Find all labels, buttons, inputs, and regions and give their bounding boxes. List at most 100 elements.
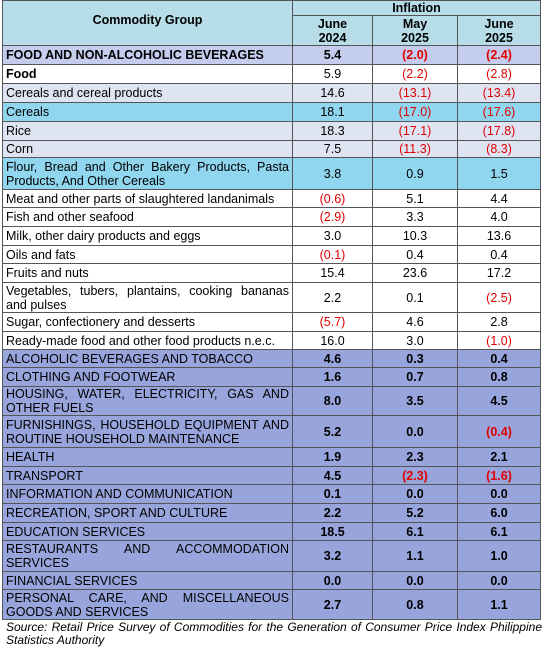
value-cell: (17.0) <box>372 102 458 122</box>
value-cell: 18.1 <box>292 102 373 122</box>
value-cell: 2.2 <box>292 503 373 523</box>
label-cell: RECREATION, SPORT AND CULTURE <box>2 503 293 523</box>
value-cell: 0.8 <box>456 367 542 387</box>
value-cell: 5.1 <box>372 189 458 208</box>
value-cell: 0.0 <box>372 484 458 504</box>
header-cell: June 2024 <box>292 15 373 46</box>
value-cell: 0.0 <box>372 571 458 590</box>
label-cell: PERSONAL CARE, AND MISCELLANEOUS GOODS A… <box>2 589 293 620</box>
value-cell: 17.2 <box>456 263 542 283</box>
value-cell: 3.3 <box>372 207 458 227</box>
value-cell: 0.1 <box>292 484 373 504</box>
value-cell: (13.4) <box>456 83 542 103</box>
value-cell: 5.2 <box>292 415 373 448</box>
table-row: Fish and other seafood (2.9) 3.3 4.0 <box>2 207 542 227</box>
header-text: June 2024 <box>317 16 348 45</box>
table-row: HEALTH 1.9 2.3 2.1 <box>2 447 542 467</box>
label-cell: Food <box>2 64 293 84</box>
label-cell: Corn <box>2 140 293 158</box>
header-cell: June 2025 <box>456 15 542 46</box>
label-cell: Meat and other parts of slaughtered land… <box>2 189 293 208</box>
value-cell: 2.3 <box>372 447 458 467</box>
table-row: Vegetables, tubers, plantains, cooking b… <box>2 282 542 313</box>
table-row: FURNISHINGS, HOUSEHOLD EQUIPMENT AND ROU… <box>2 415 542 448</box>
value-cell: (17.8) <box>456 121 542 141</box>
header-text: May 2025 <box>401 16 429 45</box>
label-cell: RESTAURANTS AND ACCOMMODATION SERVICES <box>2 540 293 572</box>
table-row: ALCOHOLIC BEVERAGES AND TOBACCO 4.6 0.3 0.4 <box>2 349 542 368</box>
value-cell: 0.4 <box>456 245 542 264</box>
table-row: Ready-made food and other food products … <box>2 331 542 350</box>
label-cell: Cereals <box>2 102 293 122</box>
value-cell: 8.0 <box>292 386 373 416</box>
label-cell: FOOD AND NON-ALCOHOLIC BEVERAGES <box>2 45 293 65</box>
value-cell: 5.2 <box>372 503 458 523</box>
value-cell: 5.4 <box>292 45 373 65</box>
value-cell: 13.6 <box>456 226 542 246</box>
value-cell: 0.3 <box>372 349 458 368</box>
value-cell: (0.1) <box>292 245 373 264</box>
label-cell: Oils and fats <box>2 245 293 264</box>
table-row: Cereals and cereal products 14.6 (13.1) (13… <box>2 83 542 103</box>
value-cell: 0.4 <box>456 349 542 368</box>
value-cell: (2.0) <box>372 45 458 65</box>
value-cell: 1.0 <box>456 540 542 572</box>
table-row: CLOTHING AND FOOTWEAR 1.6 0.7 0.8 <box>2 367 542 387</box>
value-cell: 6.0 <box>456 503 542 523</box>
value-cell: 14.6 <box>292 83 373 103</box>
label-cell: Vegetables, tubers, plantains, cooking b… <box>2 282 293 313</box>
table-row: Corn 7.5 (11.3) (8.3) <box>2 140 542 158</box>
header-cell: Inflation <box>291 0 542 16</box>
label-cell: Sugar, confectionery and desserts <box>2 312 293 332</box>
label-cell: EDUCATION SERVICES <box>2 522 293 541</box>
value-cell: (1.6) <box>456 466 542 485</box>
value-cell: (2.2) <box>372 64 458 84</box>
value-cell: 0.0 <box>456 484 542 504</box>
label-cell: ALCOHOLIC BEVERAGES AND TOBACCO <box>2 349 293 368</box>
value-cell: (17.6) <box>456 102 542 122</box>
value-cell: (0.4) <box>456 415 542 448</box>
value-cell: 2.1 <box>456 447 542 467</box>
value-cell: 1.1 <box>372 540 458 572</box>
value-cell: (2.8) <box>456 64 542 84</box>
table-row: Rice 18.3 (17.1) (17.8) <box>2 121 542 141</box>
value-cell: 2.8 <box>456 312 542 332</box>
value-cell: 10.3 <box>372 226 458 246</box>
value-cell: (2.4) <box>456 45 542 65</box>
table-row: RECREATION, SPORT AND CULTURE 2.2 5.2 6.0 <box>2 503 542 523</box>
table-row: Oils and fats (0.1) 0.4 0.4 <box>2 245 542 264</box>
label-cell: Milk, other dairy products and eggs <box>2 226 293 246</box>
table-row: Meat and other parts of slaughtered land… <box>2 189 542 208</box>
table-row: PERSONAL CARE, AND MISCELLANEOUS GOODS A… <box>2 589 542 620</box>
value-cell: (1.0) <box>456 331 542 350</box>
value-cell: (2.5) <box>456 282 542 313</box>
value-cell: (2.9) <box>292 207 373 227</box>
label-cell: Rice <box>2 121 293 141</box>
value-cell: 6.1 <box>456 522 542 541</box>
table-row: INFORMATION AND COMMUNICATION 0.1 0.0 0.0 <box>2 484 542 504</box>
table-row: Sugar, confectionery and desserts (5.7) 4.… <box>2 312 542 332</box>
table-row: Flour, Bread and Other Bakery Products, … <box>2 157 542 190</box>
value-cell: 23.6 <box>372 263 458 283</box>
value-cell: 0.0 <box>456 571 542 590</box>
value-cell: 2.7 <box>292 589 373 620</box>
table-row: FOOD AND NON-ALCOHOLIC BEVERAGES 5.4 (2.0)… <box>2 45 542 65</box>
table-row: TRANSPORT 4.5 (2.3) (1.6) <box>2 466 542 485</box>
label-cell: Fruits and nuts <box>2 263 293 283</box>
label-cell: HEALTH <box>2 447 293 467</box>
label-cell: Fish and other seafood <box>2 207 293 227</box>
value-cell: 1.9 <box>292 447 373 467</box>
label-cell: INFORMATION AND COMMUNICATION <box>2 484 293 504</box>
value-cell: 0.4 <box>372 245 458 264</box>
value-cell: 4.0 <box>456 207 542 227</box>
value-cell: 0.0 <box>372 415 458 448</box>
value-cell: 6.1 <box>372 522 458 541</box>
value-cell: 3.5 <box>372 386 458 416</box>
value-cell: 0.8 <box>372 589 458 620</box>
value-cell: 3.8 <box>292 157 373 190</box>
value-cell: 0.7 <box>372 367 458 387</box>
value-cell: 4.4 <box>456 189 542 208</box>
label-cell: Cereals and cereal products <box>2 83 293 103</box>
value-cell: 1.5 <box>456 157 542 190</box>
value-cell: (5.7) <box>292 312 373 332</box>
